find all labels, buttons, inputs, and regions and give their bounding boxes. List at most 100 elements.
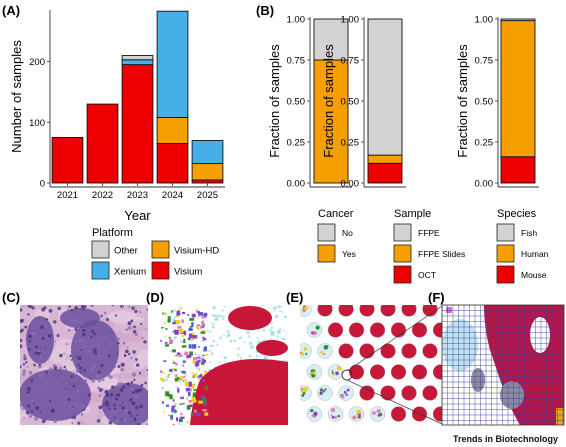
cell (184, 373, 187, 376)
cell (181, 370, 186, 374)
cell (195, 325, 199, 328)
zoomed-grid-image (442, 305, 564, 425)
nucleus (41, 419, 46, 424)
nucleus (127, 352, 131, 356)
cell (177, 309, 180, 312)
cell (171, 405, 176, 408)
nucleus (106, 373, 111, 378)
nucleus (137, 423, 141, 425)
nucleus (120, 362, 125, 367)
legend-label-xenium: Xenium (114, 267, 146, 278)
cell (214, 317, 219, 321)
cell (160, 377, 164, 381)
nucleus (26, 390, 30, 394)
nucleus (20, 308, 23, 312)
nucleus (130, 381, 134, 384)
nucleus (22, 369, 27, 374)
cell (165, 404, 170, 407)
tumor-nest (102, 383, 148, 425)
nucleus (20, 403, 23, 408)
spot-cell (312, 371, 316, 375)
cell (161, 401, 164, 404)
cell (196, 356, 201, 359)
spot-cell (378, 412, 383, 417)
nucleus (81, 328, 86, 333)
nucleus (130, 414, 133, 418)
bar-xenium-2023 (121, 59, 154, 66)
x-tick-label-2022: 2022 (92, 190, 113, 201)
cell (201, 329, 205, 333)
spot-grid-image (300, 305, 442, 425)
nucleus (48, 309, 53, 313)
cell (202, 354, 205, 357)
nucleus (65, 382, 68, 385)
nucleus (129, 398, 133, 402)
nucleus (139, 310, 142, 314)
nucleus (60, 353, 63, 356)
cell (203, 312, 208, 316)
nucleus (93, 348, 97, 353)
nucleus (51, 409, 55, 413)
cell (255, 350, 259, 353)
cell (162, 372, 165, 374)
nucleus (75, 369, 79, 373)
cell (170, 310, 173, 313)
spot-cell (311, 331, 314, 335)
y-tick-label: 0.25 (341, 138, 360, 149)
nucleus (82, 308, 85, 311)
nucleus (25, 361, 28, 364)
cell (196, 354, 201, 358)
cell (186, 396, 188, 400)
nucleus (103, 404, 105, 406)
cell (277, 305, 282, 308)
cell (237, 347, 240, 350)
bar-visium-hd-2025 (191, 163, 224, 181)
cell (172, 424, 176, 425)
cell (189, 388, 192, 392)
nucleus (71, 422, 74, 425)
cell (194, 361, 200, 367)
cell (172, 321, 177, 325)
nucleus (34, 351, 38, 355)
legend-title-platform: Platform (92, 227, 133, 239)
nucleus (57, 306, 61, 311)
nucleus (120, 305, 123, 308)
cell (168, 336, 172, 339)
spot-cell (376, 409, 381, 414)
nucleus (78, 305, 81, 307)
legend-cancer: Cancer No Yes (317, 208, 356, 263)
cell (237, 353, 240, 357)
cell (221, 309, 224, 312)
spot-cell (336, 365, 342, 371)
nucleus (146, 423, 148, 425)
cell (169, 339, 174, 344)
cell (223, 356, 227, 359)
bar-visium-hd-2024 (156, 116, 189, 144)
cell (224, 306, 226, 308)
nucleus (65, 387, 68, 390)
y-tick-label: 0.25 (475, 138, 494, 149)
capture-spot (380, 305, 396, 317)
nucleus (123, 354, 127, 357)
cell (219, 336, 222, 340)
legend-sample: Sample FFPE FFPE Slides OCT (393, 208, 465, 284)
cell (187, 381, 192, 387)
spot-cell (340, 394, 345, 399)
cell (200, 331, 206, 334)
bar-visium-2021 (51, 137, 84, 184)
legend-swatch-yes (317, 244, 336, 263)
nucleus (28, 348, 31, 351)
capture-spot (338, 305, 354, 317)
legend-title-cancer: Cancer (318, 208, 354, 220)
cell (193, 373, 198, 377)
y-axis-title: Fraction of samples (455, 44, 470, 158)
nucleus (111, 305, 114, 307)
nucleus (99, 388, 103, 392)
nucleus (116, 353, 119, 356)
nucleus (140, 383, 144, 387)
cell (277, 330, 281, 333)
cell (186, 354, 192, 358)
spot-cell (319, 391, 323, 395)
cell (189, 337, 191, 341)
